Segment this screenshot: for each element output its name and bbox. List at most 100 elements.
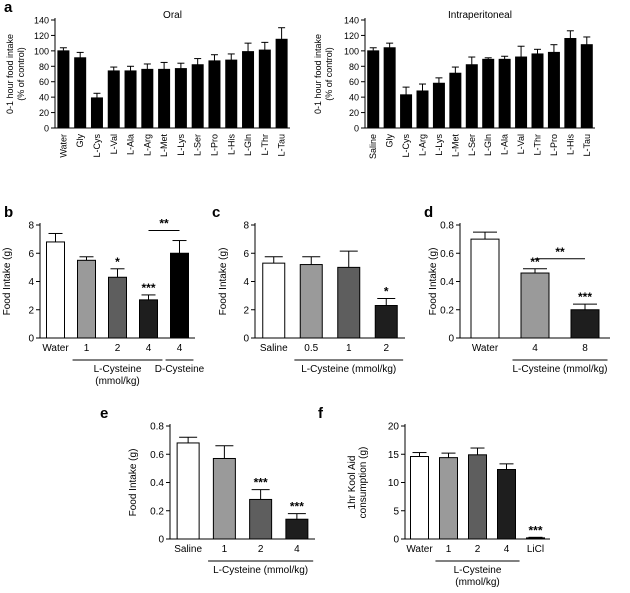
bar xyxy=(158,68,171,129)
y-axis-label: Food Intake (g) xyxy=(2,248,13,316)
y-tick-label: 4 xyxy=(28,277,34,288)
x-tick-label: Water xyxy=(406,544,433,555)
y-tick-label: 5 xyxy=(393,506,399,517)
y-tick-label: 120 xyxy=(344,31,359,41)
bar xyxy=(249,498,273,540)
x-tick-label: 2 xyxy=(115,343,121,354)
chart-a-1: Intraperitoneal 0 20 40 60 80 100 120 140 0-1 hou… xyxy=(313,10,595,159)
bar xyxy=(520,272,550,339)
bar xyxy=(108,276,127,339)
bar xyxy=(468,454,487,540)
bar xyxy=(208,60,221,129)
y-axis-label: consumption (g) xyxy=(358,447,369,519)
x-tick-label: L-Ser xyxy=(467,134,477,156)
x-tick-label: L-His xyxy=(226,134,236,156)
x-tick-label: 4 xyxy=(146,343,152,354)
y-axis-label: 1hr Kool Aid xyxy=(347,456,358,510)
bar xyxy=(174,68,187,129)
chart-e-5: 0 0.2 0.4 0.6 0.8 Food Intake (g) Saline 1 *** 2 *… xyxy=(128,422,315,576)
y-tick-label: 8 xyxy=(243,221,249,232)
bar xyxy=(139,299,158,339)
chart-title: Intraperitoneal xyxy=(448,10,512,21)
x-tick-label: L-Val xyxy=(516,134,526,154)
group-label: D-Cysteine xyxy=(155,364,205,375)
x-tick-label: 1 xyxy=(84,343,90,354)
x-tick-label: L-Ala xyxy=(500,134,510,155)
significance-mark: ** xyxy=(530,255,540,269)
significance-mark: *** xyxy=(290,500,304,514)
x-tick-label: L-Met xyxy=(450,134,460,158)
x-tick-label: 4 xyxy=(294,544,300,555)
bar xyxy=(531,53,544,129)
x-tick-label: 8 xyxy=(582,343,588,354)
bar xyxy=(90,97,103,129)
x-tick-label: Saline xyxy=(368,134,378,159)
y-tick-label: 0 xyxy=(448,334,454,345)
x-tick-label: 4 xyxy=(504,544,510,555)
bar xyxy=(570,309,600,339)
y-tick-label: 0.8 xyxy=(150,422,164,433)
y-axis-label: Food Intake (g) xyxy=(128,449,139,517)
x-tick-label: Water xyxy=(58,134,68,158)
y-tick-label: 100 xyxy=(34,46,49,56)
y-axis-label: Food Intake (g) xyxy=(428,248,439,316)
group-label: L-Cysteine xyxy=(94,364,142,375)
significance-mark: *** xyxy=(528,523,542,537)
bar xyxy=(470,238,500,339)
bar xyxy=(465,64,478,129)
chart-d-4: 0 0.2 0.4 0.6 0.8 Food Intake (g) Water ** 4 *** 8… xyxy=(428,221,610,375)
y-axis-label: 0-1 hour food intake xyxy=(5,34,15,114)
group-label: L-Cysteine (mmol/kg) xyxy=(213,565,308,576)
y-tick-label: 60 xyxy=(39,77,49,87)
bar xyxy=(258,49,271,129)
x-tick-label: Saline xyxy=(260,343,288,354)
x-tick-label: 1 xyxy=(446,544,452,555)
chart-b-2: 0 2 4 6 8 Food Intake (g) Water 1 * 2 *** 4 4 ** L-Cys… xyxy=(2,217,205,387)
y-tick-label: 20 xyxy=(388,422,400,433)
bar xyxy=(170,252,189,339)
bar xyxy=(225,59,238,129)
x-tick-label: L-Thr xyxy=(533,134,543,156)
x-tick-label: L-Tau xyxy=(582,134,592,157)
x-tick-label: Saline xyxy=(174,544,202,555)
y-tick-label: 80 xyxy=(349,62,359,72)
y-tick-label: 140 xyxy=(344,16,359,26)
y-tick-label: 0.2 xyxy=(440,305,454,316)
y-axis-label: Food Intake (g) xyxy=(218,248,229,316)
x-tick-label: L-Lys xyxy=(176,134,186,156)
bar xyxy=(124,70,137,129)
x-tick-label: LiCl xyxy=(527,544,544,555)
group-label: L-Cysteine (mmol/kg) xyxy=(301,364,396,375)
chart-c-3: 0 2 4 6 8 Food Intake (g) Saline 0.5 1 * 2 L-Cystei… xyxy=(218,221,405,375)
bar xyxy=(176,442,200,540)
y-tick-label: 20 xyxy=(349,108,359,118)
x-tick-label: L-His xyxy=(565,134,575,156)
y-tick-label: 0 xyxy=(393,535,399,546)
x-tick-label: L-Gln xyxy=(483,134,493,156)
y-tick-label: 0.6 xyxy=(150,450,164,461)
bar xyxy=(141,68,154,129)
x-tick-label: Gly xyxy=(385,134,395,148)
y-tick-label: 40 xyxy=(349,93,359,103)
chart-a-0: Oral 0 20 40 60 80 100 120 140 0-1 hour food inta… xyxy=(5,10,290,158)
bar xyxy=(432,82,445,129)
significance-mark: * xyxy=(384,284,389,298)
y-tick-label: 8 xyxy=(28,221,34,232)
y-tick-label: 80 xyxy=(39,62,49,72)
y-tick-label: 0 xyxy=(28,334,34,345)
x-tick-label: Water xyxy=(472,343,499,354)
x-tick-label: 2 xyxy=(258,544,264,555)
bar xyxy=(212,457,236,540)
bar xyxy=(400,94,413,129)
bar xyxy=(449,72,462,129)
y-tick-label: 20 xyxy=(39,108,49,118)
bar xyxy=(242,51,255,129)
x-tick-label: 2 xyxy=(475,544,481,555)
group-label: L-Cysteine (mmol/kg) xyxy=(512,364,607,375)
y-tick-label: 2 xyxy=(28,305,34,316)
bar xyxy=(482,58,495,129)
significance-mark: *** xyxy=(141,281,155,295)
bar xyxy=(564,38,577,129)
